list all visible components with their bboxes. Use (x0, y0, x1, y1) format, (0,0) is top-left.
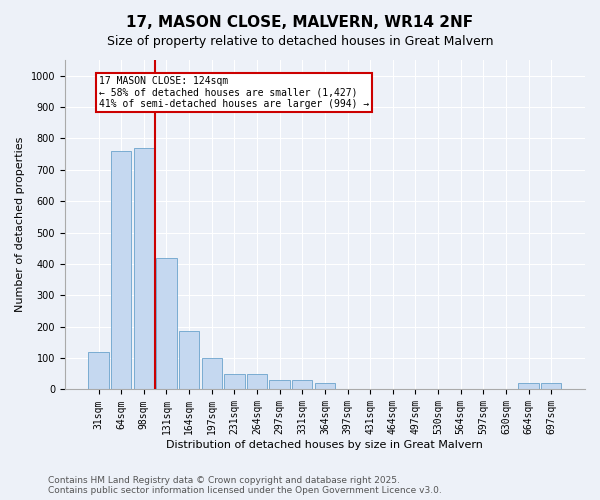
Bar (224, 374, 245, 390)
Bar (179, 332, 199, 390)
Bar (315, 383, 335, 390)
Bar (292, 380, 313, 390)
Bar (157, 258, 176, 390)
X-axis label: Distribution of detached houses by size in Great Malvern: Distribution of detached houses by size … (166, 440, 484, 450)
Text: 17, MASON CLOSE, MALVERN, WR14 2NF: 17, MASON CLOSE, MALVERN, WR14 2NF (127, 15, 473, 30)
Y-axis label: Number of detached properties: Number of detached properties (15, 137, 25, 312)
Bar (202, 358, 222, 390)
Bar (88, 352, 109, 390)
Bar (541, 383, 562, 390)
Text: 17 MASON CLOSE: 124sqm
← 58% of detached houses are smaller (1,427)
41% of semi-: 17 MASON CLOSE: 124sqm ← 58% of detached… (98, 76, 369, 109)
Text: Size of property relative to detached houses in Great Malvern: Size of property relative to detached ho… (107, 35, 493, 48)
Bar (518, 383, 539, 390)
Text: Contains HM Land Registry data © Crown copyright and database right 2025.
Contai: Contains HM Land Registry data © Crown c… (48, 476, 442, 495)
Bar (111, 151, 131, 390)
Bar (134, 148, 154, 390)
Bar (269, 380, 290, 390)
Bar (247, 374, 267, 390)
